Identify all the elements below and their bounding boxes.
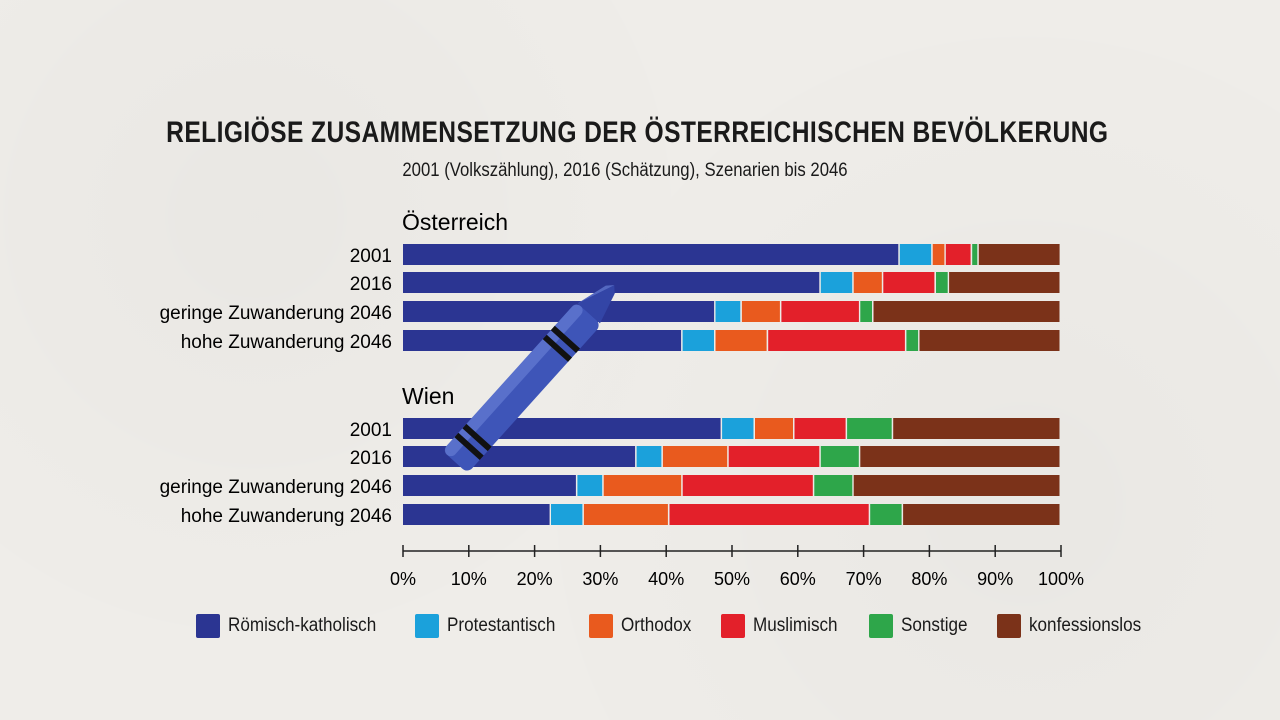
bar-segment-orthodox [932,244,945,265]
bar-segment-muslimisch [768,330,905,351]
legend-swatch [997,614,1022,638]
x-tick-label: 90% [977,569,1013,589]
x-tick-label: 70% [846,569,882,589]
bar-segment-r-misch-katholisch [403,272,820,293]
bar-segment-sonstige [860,301,872,322]
bar-segment-protestantisch [899,244,932,265]
bar-segment-orthodox [755,418,793,439]
bar-segment-protestantisch [722,418,754,439]
bar-segment-konfessionslos [893,418,1060,439]
legend-label: Orthodox [621,615,692,636]
x-tick-label: 30% [582,569,618,589]
crayon-illustration [444,285,615,471]
group-label: Wien [402,383,454,409]
bar-segment-muslimisch [781,301,859,322]
row-label: 2001 [350,246,392,267]
bar-segment-orthodox [853,272,882,293]
x-tick-label: 50% [714,569,750,589]
legend-item: Orthodox [589,614,699,638]
bar-segment-muslimisch [883,272,935,293]
bar-segment-r-misch-katholisch [403,301,715,322]
row-label: 2016 [350,274,392,295]
bar-segment-r-misch-katholisch [403,475,576,496]
legend-item: Protestantisch [414,614,567,638]
bar-segment-r-misch-katholisch [403,244,899,265]
bar-segment-sonstige [936,272,948,293]
bar-segment-r-misch-katholisch [403,418,721,439]
row-label: geringe Zuwanderung 2046 [160,477,392,498]
bar-segment-konfessionslos [860,446,1060,467]
x-tick-label: 60% [780,569,816,589]
legend-swatch [196,614,220,638]
bar-segment-muslimisch [945,244,971,265]
bar-segment-sonstige [814,475,853,496]
x-tick-label: 40% [648,569,684,589]
bar-segment-sonstige [847,418,892,439]
row-label: hohe Zuwanderung 2046 [181,332,392,353]
legend-label: Muslimisch [753,615,838,636]
bar-segment-protestantisch [636,446,662,467]
bar-segment-sonstige [870,504,902,525]
legend-swatch [869,614,894,638]
legend-label: Römisch-katholisch [228,615,377,636]
bar-segment-konfessionslos [873,301,1060,322]
bar-segment-muslimisch [728,446,820,467]
bar-segment-protestantisch [577,475,603,496]
legend-item: Sonstige [869,614,975,638]
legend-swatch [414,614,439,638]
legend-label: Protestantisch [446,615,556,636]
x-tick-label: 100% [1038,569,1084,589]
row-label: hohe Zuwanderung 2046 [181,506,392,527]
x-tick-label: 80% [911,569,947,589]
bar-segment-orthodox [603,475,682,496]
bar-segment-r-misch-katholisch [403,504,550,525]
bar-segment-konfessionslos [949,272,1060,293]
row-label: 2001 [350,420,392,441]
bar-segment-protestantisch [551,504,583,525]
bar-segment-protestantisch [820,272,853,293]
row-label: geringe Zuwanderung 2046 [160,303,392,324]
chart-subtitle: 2001 (Volkszählung), 2016 (Schätzung), S… [402,160,848,181]
bar-segment-konfessionslos [853,475,1060,496]
legend-item: konfessionslos [997,614,1154,638]
legend-label: konfessionslos [1029,615,1142,636]
bar-segment-orthodox [583,504,668,525]
legend-swatch [721,614,746,638]
chart-title: RELIGIÖSE ZUSAMMENSETZUNG DER ÖSTERREICH… [166,116,1109,149]
legend-item: Römisch-katholisch [196,614,393,638]
bar-segment-protestantisch [715,301,741,322]
bar-segment-orthodox [662,446,728,467]
bar-segment-konfessionslos [978,244,1060,265]
bar-segment-sonstige [906,330,919,351]
bar-segment-muslimisch [794,418,846,439]
x-tick-label: 10% [451,569,487,589]
row-label: 2016 [350,448,392,469]
legend-item: Muslimisch [721,614,847,638]
x-tick-label: 0% [390,569,416,589]
bar-segment-konfessionslos [919,330,1060,351]
group-label: Österreich [402,209,508,235]
bar-segment-r-misch-katholisch [403,446,636,467]
bar-segment-sonstige [820,446,859,467]
bar-segment-orthodox [715,330,767,351]
bar-segment-sonstige [972,244,978,265]
bar-segment-orthodox [741,301,780,322]
legend-label: Sonstige [901,615,968,636]
legend-swatch [589,614,614,638]
legend: Römisch-katholisch Protestantisch Orthodox… [196,614,1176,638]
bar-segment-konfessionslos [903,504,1060,525]
bar-segment-muslimisch [682,475,813,496]
bar-segment-muslimisch [669,504,869,525]
x-tick-label: 20% [517,569,553,589]
bar-segment-protestantisch [682,330,714,351]
